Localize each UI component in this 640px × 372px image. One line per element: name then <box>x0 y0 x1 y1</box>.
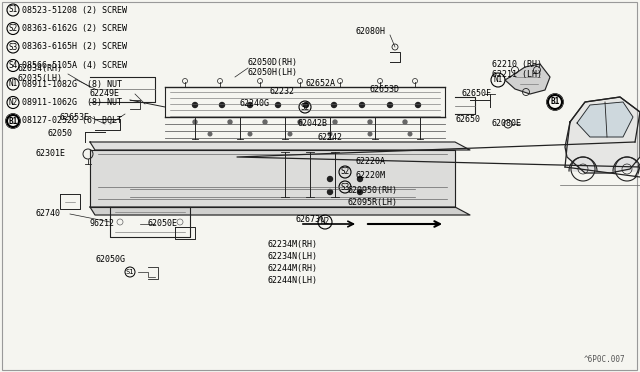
Circle shape <box>408 132 412 136</box>
Circle shape <box>360 103 365 108</box>
Text: S2: S2 <box>8 24 18 33</box>
Polygon shape <box>569 157 597 171</box>
Text: N2: N2 <box>8 98 18 107</box>
Text: 62034(RH): 62034(RH) <box>18 64 63 73</box>
Text: 62080E: 62080E <box>492 119 522 128</box>
Text: 08363-6162G (2) SCREW: 08363-6162G (2) SCREW <box>22 24 127 33</box>
Text: 62080H: 62080H <box>355 28 385 36</box>
Text: 62035(LH): 62035(LH) <box>18 74 63 83</box>
Circle shape <box>263 120 267 124</box>
Circle shape <box>208 132 212 136</box>
Polygon shape <box>90 150 455 207</box>
Circle shape <box>333 120 337 124</box>
Text: 62653D: 62653D <box>370 86 400 94</box>
Circle shape <box>358 176 362 182</box>
Circle shape <box>328 176 333 182</box>
Text: N2: N2 <box>321 218 330 227</box>
Text: 62242: 62242 <box>317 132 342 141</box>
Circle shape <box>248 103 253 108</box>
Polygon shape <box>577 102 633 137</box>
Circle shape <box>332 103 337 108</box>
Text: 62234N(LH): 62234N(LH) <box>268 251 318 260</box>
Text: 620950(RH): 620950(RH) <box>348 186 398 195</box>
Text: 62673C: 62673C <box>295 215 325 224</box>
Text: 62210 (RH): 62210 (RH) <box>492 60 542 68</box>
Text: 62740: 62740 <box>36 209 61 218</box>
Text: 62095R(LH): 62095R(LH) <box>348 198 398 206</box>
Text: B1: B1 <box>8 116 18 125</box>
Text: S1: S1 <box>125 269 134 275</box>
Text: N1: N1 <box>493 76 502 84</box>
Circle shape <box>248 132 252 136</box>
Text: N1: N1 <box>8 80 18 89</box>
Text: 62249E: 62249E <box>90 90 120 99</box>
Text: 62650F: 62650F <box>462 90 492 99</box>
Text: S2: S2 <box>340 167 349 176</box>
Circle shape <box>415 103 420 108</box>
Polygon shape <box>613 157 640 171</box>
Polygon shape <box>90 142 470 150</box>
Circle shape <box>368 120 372 124</box>
Text: 62240G: 62240G <box>240 99 270 109</box>
Circle shape <box>328 132 332 136</box>
Text: 62301E: 62301E <box>36 150 66 158</box>
Text: 62050G: 62050G <box>95 256 125 264</box>
Text: 62650: 62650 <box>455 115 480 125</box>
Text: 62232: 62232 <box>270 87 295 96</box>
Circle shape <box>358 189 362 195</box>
Text: S3: S3 <box>340 183 349 192</box>
Polygon shape <box>505 64 550 94</box>
Text: 08127-0252G (6) BOLT: 08127-0252G (6) BOLT <box>22 116 122 125</box>
Text: 96212: 96212 <box>90 219 115 228</box>
Text: 62653E: 62653E <box>60 112 90 122</box>
Circle shape <box>228 120 232 124</box>
Text: S3: S3 <box>8 42 18 51</box>
Text: 62050D(RH): 62050D(RH) <box>248 58 298 67</box>
Text: 62050H(LH): 62050H(LH) <box>248 68 298 77</box>
Text: 62220M: 62220M <box>356 170 386 180</box>
Circle shape <box>328 189 333 195</box>
Polygon shape <box>565 97 640 173</box>
Text: 62211 (LH): 62211 (LH) <box>492 71 542 80</box>
Text: S2: S2 <box>300 103 310 112</box>
Text: 62652A: 62652A <box>305 78 335 87</box>
Text: 08566-5105A (4) SCREW: 08566-5105A (4) SCREW <box>22 61 127 70</box>
Text: 62042B: 62042B <box>298 119 328 128</box>
Text: 08523-51208 (2) SCREW: 08523-51208 (2) SCREW <box>22 6 127 15</box>
Circle shape <box>220 103 225 108</box>
Text: 08363-6165H (2) SCREW: 08363-6165H (2) SCREW <box>22 42 127 51</box>
Text: 62244N(LH): 62244N(LH) <box>268 276 318 285</box>
Text: B1: B1 <box>550 97 559 106</box>
Circle shape <box>387 103 392 108</box>
Circle shape <box>298 120 302 124</box>
Circle shape <box>193 120 197 124</box>
Circle shape <box>303 103 308 108</box>
Text: S1: S1 <box>8 6 18 15</box>
Circle shape <box>275 103 280 108</box>
Text: 08911-1082G  (8) NUT: 08911-1082G (8) NUT <box>22 80 122 89</box>
Circle shape <box>193 103 198 108</box>
Circle shape <box>368 132 372 136</box>
Circle shape <box>288 132 292 136</box>
Text: 62220A: 62220A <box>356 157 386 167</box>
Text: 62050E: 62050E <box>148 219 178 228</box>
Text: 08911-1062G  (8) NUT: 08911-1062G (8) NUT <box>22 98 122 107</box>
Text: 62050: 62050 <box>48 129 73 138</box>
Text: 62244M(RH): 62244M(RH) <box>268 263 318 273</box>
Polygon shape <box>90 207 470 215</box>
Circle shape <box>403 120 407 124</box>
Text: 62234M(RH): 62234M(RH) <box>268 240 318 248</box>
Text: S4: S4 <box>8 61 18 70</box>
Text: ^6P0C.007: ^6P0C.007 <box>584 355 625 364</box>
